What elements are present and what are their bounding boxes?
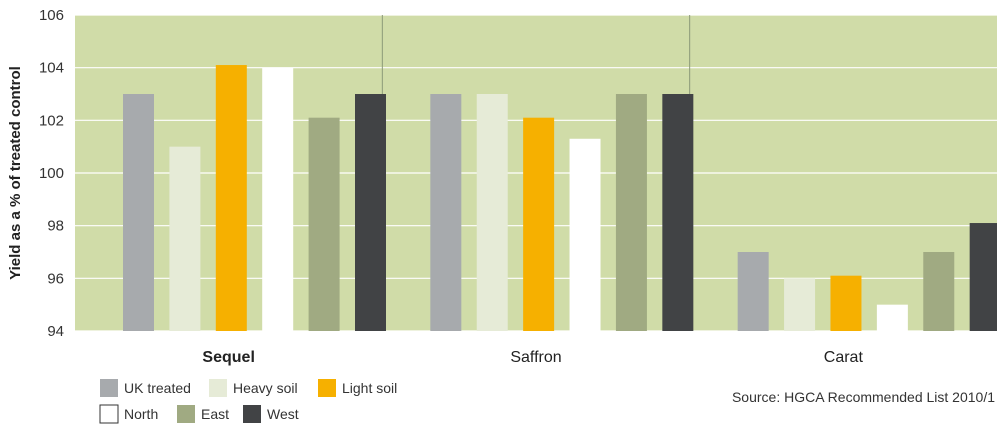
category-label: Sequel [202,349,254,366]
y-tick-label: 102 [39,112,64,129]
y-tick-label: 98 [47,218,64,235]
legend-swatch [100,379,118,397]
bar-saffron-uk-treated [430,94,462,331]
legend-label: West [267,406,299,422]
y-tick-label: 106 [39,7,64,24]
bar-saffron-west [662,94,694,331]
bar-sequel-heavy-soil [169,146,201,331]
category-label: Saffron [510,349,561,366]
bar-carat-heavy-soil [784,278,816,331]
y-tick-label: 100 [39,165,64,182]
y-axis-label: Yield as a % of treated control [7,66,24,280]
bar-sequel-east [308,117,340,331]
y-tick-label: 104 [39,60,64,77]
bars [123,65,997,332]
legend-swatch [243,405,261,423]
y-axis-ticks: 94 96 98 100 102 104 106 [39,7,64,340]
bar-saffron-east [615,94,647,331]
legend-label: Light soil [342,380,397,396]
legend-label: UK treated [124,380,191,396]
legend-swatch [209,379,227,397]
legend-swatch [177,405,195,423]
legend-swatch [318,379,336,397]
legend-label: Heavy soil [233,380,298,396]
bar-carat-west [969,223,997,331]
source-note: Source: HGCA Recommended List 2010/1 [732,389,995,405]
x-axis-categories: Sequel Saffron Carat [202,349,863,366]
legend-label: North [124,406,158,422]
bar-sequel-north [262,67,294,332]
bar-carat-light-soil [830,275,862,331]
bar-carat-east [923,252,955,331]
bar-saffron-light-soil [523,117,555,331]
legend-swatch [99,404,119,424]
legend: UK treated Heavy soil Light soil North East W… [99,379,397,424]
bar-saffron-heavy-soil [476,94,508,331]
bar-sequel-uk-treated [123,94,154,331]
y-tick-label: 94 [47,323,64,340]
y-tick-label: 96 [47,270,64,287]
bar-sequel-west [355,94,386,331]
bar-sequel-light-soil [215,65,247,332]
category-label: Carat [824,349,864,366]
bar-carat-uk-treated [737,252,769,331]
legend-label: East [201,406,229,422]
bar-carat-north [876,304,908,331]
bar-saffron-north [569,138,601,331]
